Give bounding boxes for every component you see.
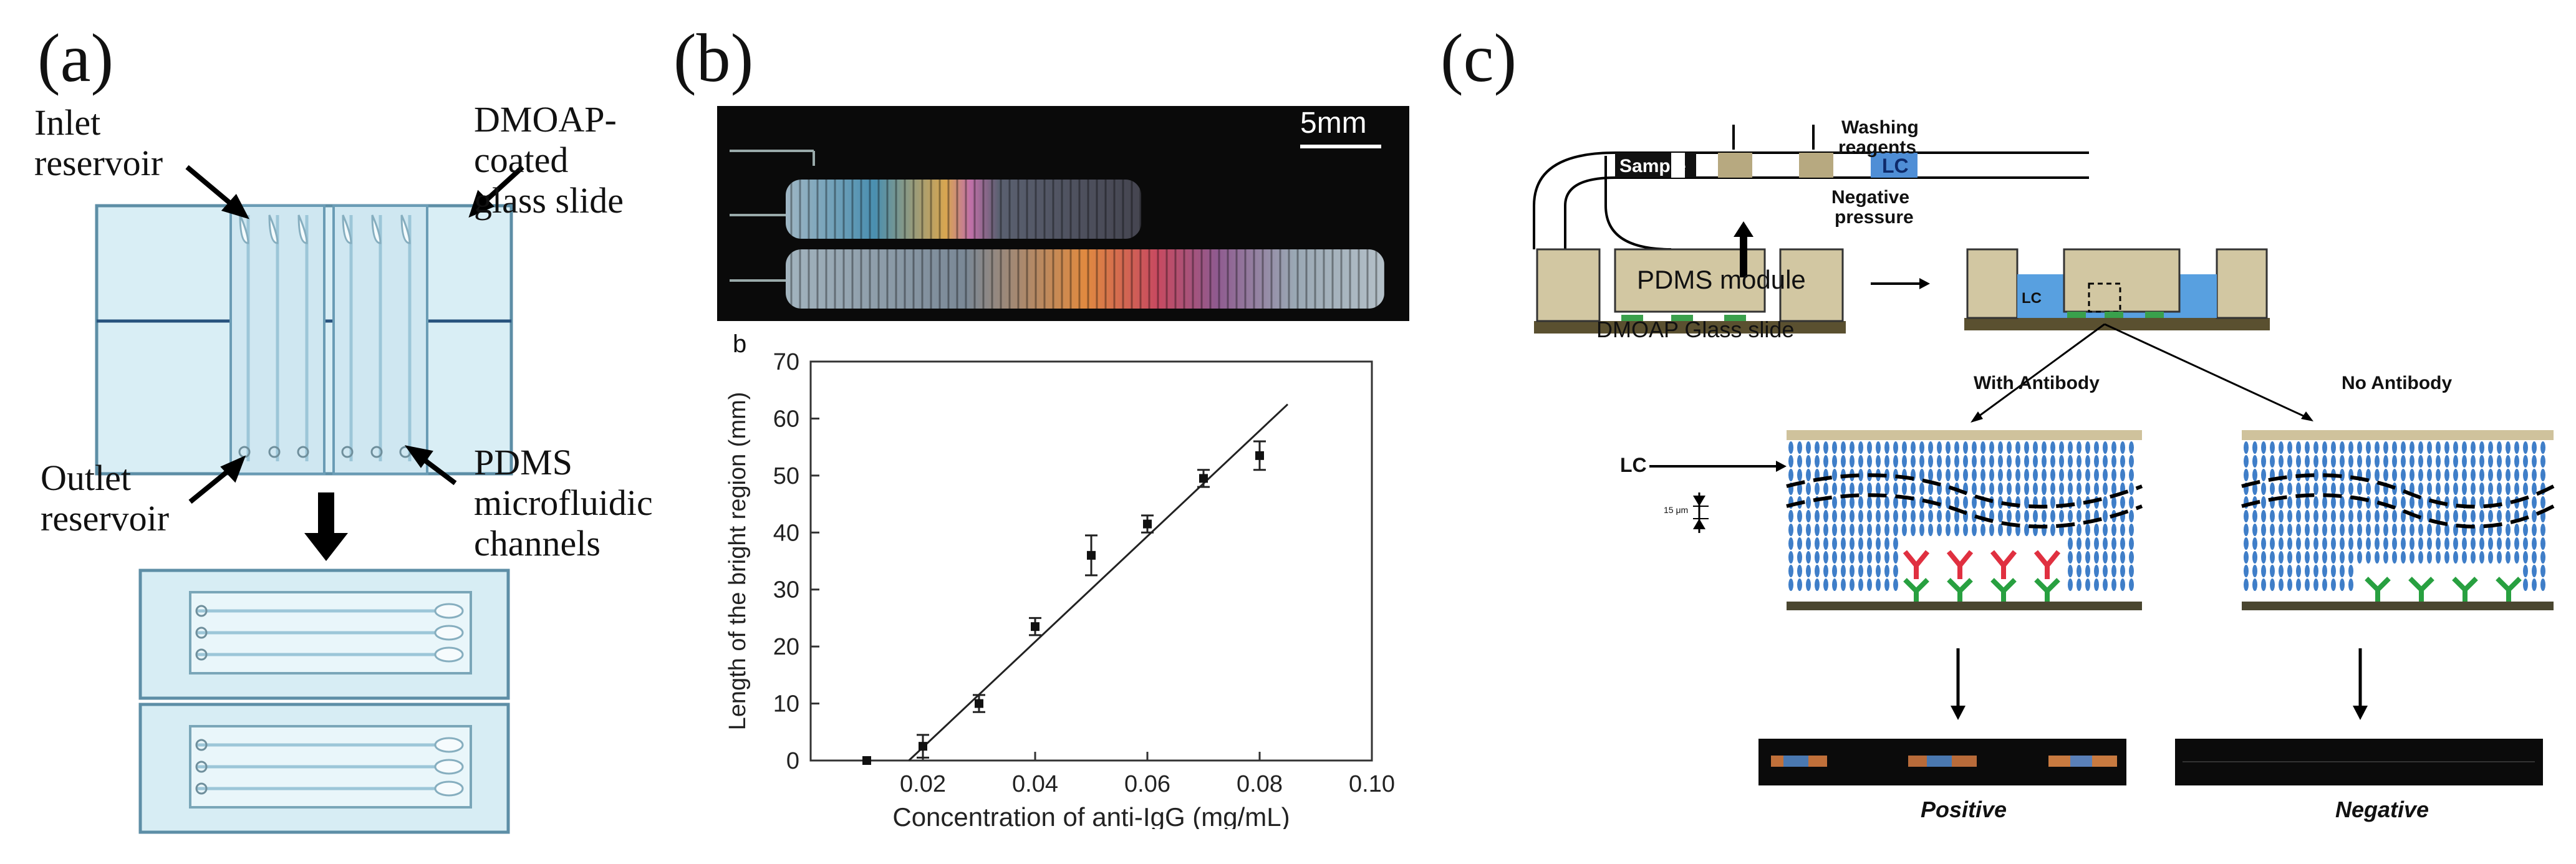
outlet-label-2: reservoir <box>41 498 170 539</box>
reagent-block-2 <box>1799 153 1833 178</box>
washing-label-2: reagents <box>1838 137 1917 158</box>
x-tick-label: 0.06 <box>1124 771 1170 797</box>
detail-with-antibody <box>1786 430 2143 610</box>
panel-a-diagram <box>95 165 524 834</box>
data-point <box>862 756 871 765</box>
thickness-label: 15 μm <box>1664 505 1689 515</box>
fit-line <box>908 403 1289 762</box>
plot-frame <box>809 360 1373 762</box>
data-point <box>1199 474 1208 483</box>
inlet-label-1: Inlet <box>34 102 101 143</box>
data-point <box>1031 622 1040 631</box>
outlet-reservoirs <box>238 446 412 458</box>
dmoap-label-1: DMOAP- <box>474 99 617 140</box>
dmoap-label-2: coated <box>474 140 569 180</box>
x-tick-label: 0.10 <box>1349 771 1395 797</box>
y-tick-label: 60 <box>773 406 799 432</box>
x-tick-label: 0.04 <box>1012 771 1058 797</box>
y-tick-label: 20 <box>773 634 799 660</box>
down-arrow <box>304 492 348 561</box>
panel-label-c: (c) <box>1440 20 1517 96</box>
bottom-slide-1 <box>138 569 510 700</box>
inlet-label-2: reservoir <box>34 143 163 183</box>
washing-label-1: Washing <box>1841 117 1919 138</box>
data-point <box>975 699 983 708</box>
pointer-arrows <box>185 165 524 504</box>
channels-top <box>246 215 412 461</box>
data-point <box>919 742 927 751</box>
x-tick-label: 0.02 <box>900 771 946 797</box>
x-tick-label: 0.08 <box>1237 771 1283 797</box>
y-tick-label: 0 <box>786 748 799 774</box>
y-tick-label: 40 <box>773 520 799 546</box>
positive-label: Positive <box>1921 797 2007 822</box>
lc-channel-label: LC <box>1882 155 1909 177</box>
x-axis-label: Concentration of anti-IgG (mg/mL) <box>892 802 1290 829</box>
result-positive <box>1758 739 2126 785</box>
no-antibody-label: No Antibody <box>2342 373 2453 393</box>
pdms-label-3: channels <box>474 523 601 564</box>
y-tick-label: 50 <box>773 463 799 489</box>
y-tick-label: 10 <box>773 691 799 718</box>
data-point <box>1255 451 1264 460</box>
micrograph-image <box>717 106 1409 321</box>
panel-label-b: (b) <box>673 20 754 96</box>
lc-detail-label: LC <box>1620 454 1647 476</box>
reagent-block-1 <box>1718 153 1752 178</box>
with-antibody-label: With Antibody <box>1974 373 2100 393</box>
glass-slide-left <box>1534 321 1846 334</box>
data-point <box>1087 550 1096 560</box>
glass-slide-label: DMOAP Glass slide <box>1596 317 1795 342</box>
panel-c-diagram <box>1533 125 2555 785</box>
panel-label-a: (a) <box>37 20 114 96</box>
lc-right-label: LC <box>2022 290 2042 307</box>
antibodies-bound <box>1903 550 2061 602</box>
detail-no-antibody <box>2241 430 2555 610</box>
y-tick-label: 70 <box>773 349 799 375</box>
negative-pressure-label-2: pressure <box>1835 207 1914 228</box>
data-point <box>1143 519 1152 529</box>
outlet-label-1: Outlet <box>41 458 131 498</box>
pdms-label-1: PDMS <box>474 442 572 482</box>
lc-block <box>1871 153 1918 178</box>
dmoap-label-3: glass slide <box>474 180 624 221</box>
y-axis-label: Length of the bright region (mm) <box>725 392 751 731</box>
scatter-chart: 0.02 0.04 0.06 0.08 0.10 0 10 20 30 40 50 60 70 Conce… <box>725 349 1395 829</box>
y-tick-label: 30 <box>773 577 799 603</box>
sample-label: Sample <box>1619 156 1686 176</box>
pdms-label-2: microfluidic <box>474 482 653 523</box>
inlet-reservoirs <box>239 214 411 244</box>
pdms-module-label: PDMS module <box>1637 265 1806 294</box>
negative-label: Negative <box>2335 797 2429 822</box>
result-negative <box>2175 739 2543 785</box>
negative-pressure-label-1: Negative <box>1831 187 1910 208</box>
scale-bar-label: 5mm <box>1300 107 1367 140</box>
chart-sub-label: b <box>733 330 747 358</box>
bottom-slide-2 <box>138 703 510 834</box>
